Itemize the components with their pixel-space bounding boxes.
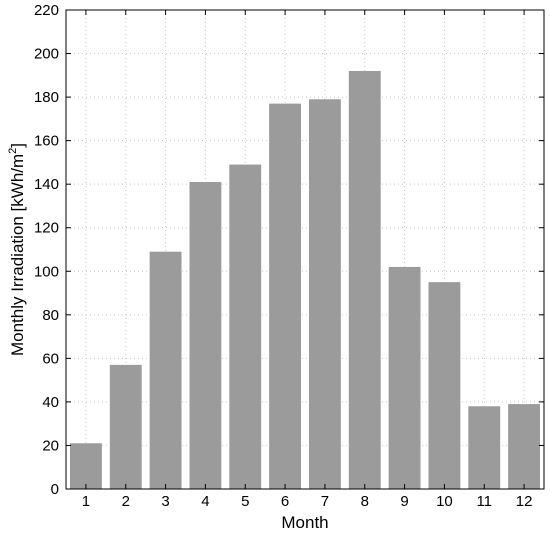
y-tick-label: 80 <box>42 307 59 324</box>
bar-month-8 <box>348 70 381 490</box>
bar-month-6 <box>269 103 302 489</box>
x-tick-label: 8 <box>361 493 369 510</box>
y-tick-label: 20 <box>42 437 59 454</box>
y-axis-title-end: ] <box>8 143 27 148</box>
x-tick-label: 12 <box>516 493 533 510</box>
y-tick-label: 120 <box>34 220 59 237</box>
y-tick-label: 160 <box>34 133 59 150</box>
x-tick-label: 2 <box>122 493 130 510</box>
x-tick-label: 11 <box>476 493 492 510</box>
bar-series <box>69 70 541 490</box>
bar-month-5 <box>229 164 262 489</box>
y-tick-label: 200 <box>34 46 59 63</box>
y-tick-label: 180 <box>34 89 59 106</box>
y-axis-title-main: Monthly Irradiation [kWh/m <box>8 154 27 356</box>
x-tick-label: 3 <box>161 493 169 510</box>
x-axis-title: Month <box>281 513 328 532</box>
x-tick-label: 4 <box>201 493 209 510</box>
bar-month-10 <box>428 282 461 489</box>
x-tick-label: 5 <box>241 493 249 510</box>
x-tick-label: 7 <box>321 493 329 510</box>
y-tick-labels: 0 20 40 60 80 100 120 140 160 180 200 220 <box>34 2 59 498</box>
bar-month-4 <box>189 182 222 489</box>
y-tick-label: 40 <box>42 394 59 411</box>
axis-ticks <box>66 9 544 490</box>
x-tick-label: 6 <box>281 493 289 510</box>
x-tick-label: 9 <box>400 493 408 510</box>
x-tick-label: 1 <box>82 493 90 510</box>
bar-month-2 <box>109 364 142 489</box>
bar-month-7 <box>308 99 341 489</box>
bar-month-11 <box>468 406 501 489</box>
y-tick-label: 220 <box>34 2 59 19</box>
bar-month-12 <box>508 404 541 489</box>
bar-month-3 <box>149 251 182 489</box>
plot-frame <box>65 9 545 490</box>
y-tick-label: 60 <box>42 350 59 367</box>
x-tick-labels: 1 2 3 4 5 6 7 8 9 10 11 12 <box>82 493 533 510</box>
y-tick-label: 140 <box>34 176 59 193</box>
x-tick-label: 10 <box>436 493 453 510</box>
y-axis-title: Monthly Irradiation [kWh/m2] <box>7 143 27 356</box>
y-tick-label: 100 <box>34 263 59 280</box>
bar-month-1 <box>69 443 102 489</box>
y-tick-label: 0 <box>51 481 59 498</box>
y-axis-title-superscript: 2 <box>7 148 19 154</box>
bar-month-9 <box>388 266 421 489</box>
